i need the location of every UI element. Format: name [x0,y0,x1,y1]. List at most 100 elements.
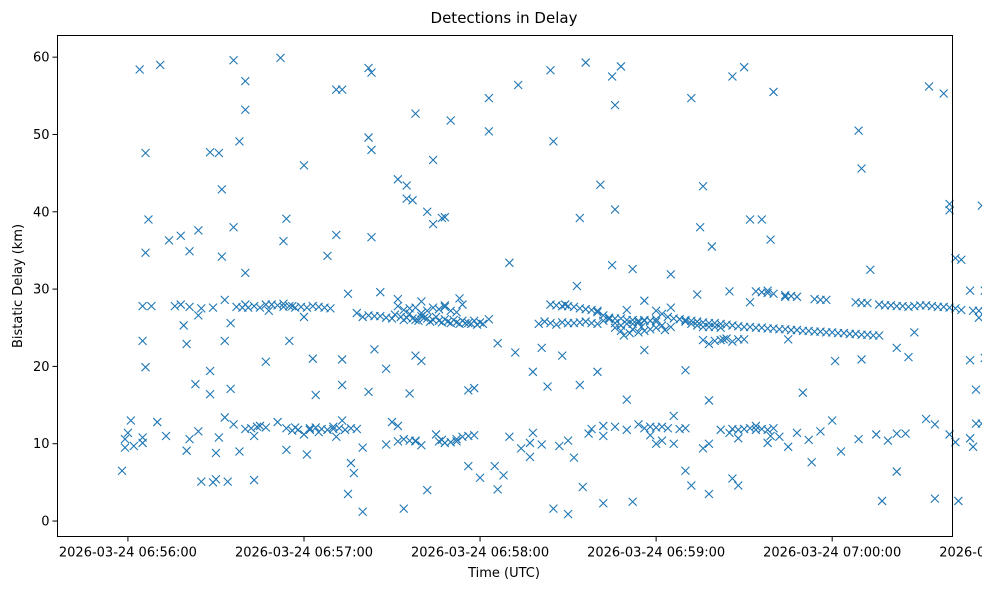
x-tick-label: 2026-03-24 06:59:00 [587,546,725,561]
data-point [634,317,643,327]
data-point [871,430,881,439]
data-point [475,473,485,483]
data-point [686,319,696,329]
data-point [452,317,461,327]
data-point [255,421,265,431]
data-point [193,310,203,320]
data-point [669,439,679,449]
data-point [422,306,432,316]
data-point [193,225,203,235]
data-point [337,416,347,425]
data-point [358,312,368,322]
data-point [284,301,294,311]
data-point [440,302,450,312]
data-point [367,232,376,242]
data-point [490,461,500,471]
data-point [367,145,376,155]
data-point [663,423,673,433]
data-point [440,212,450,222]
data-point [560,300,570,309]
data-point [704,489,714,499]
data-point [607,260,617,270]
data-point [211,448,221,458]
y-tick-label: 60 [33,51,50,66]
data-point [807,457,817,467]
data-point [381,364,391,374]
data-point [484,126,494,136]
data-point [769,423,778,433]
data-point [716,335,726,345]
data-point [725,428,734,438]
data-point [463,385,473,395]
data-point [766,431,775,441]
data-point [798,388,808,398]
data-point [223,477,233,486]
data-point [276,53,285,63]
data-point [463,318,473,328]
data-point [469,316,479,326]
data-point [387,314,397,323]
data-point [956,305,966,315]
y-axis: 0 10 20 30 40 50 60 [33,51,58,530]
x-tick-label: 2026-03-24 06:58:00 [411,546,549,561]
data-point [675,314,684,324]
data-point [704,339,714,349]
data-point [704,439,714,449]
data-point [220,413,230,422]
data-point [249,301,259,311]
data-point [733,481,743,490]
data-point [816,295,825,305]
data-point [595,180,605,190]
data-point [273,300,282,310]
data-point [549,504,558,514]
data-point [745,297,755,307]
data-point [281,423,291,433]
data-point [311,423,321,432]
data-point [763,425,773,435]
data-point [323,251,332,261]
data-point [408,314,417,323]
data-point [147,301,156,311]
data-point [331,432,341,442]
data-point [381,440,391,449]
data-point [607,72,617,81]
data-point [340,425,350,435]
data-point [493,484,503,494]
data-point [666,270,676,279]
data-point [572,281,582,291]
data-point [698,181,708,191]
data-point [229,222,238,232]
data-point [346,458,356,468]
data-point [645,430,655,440]
data-point [240,76,250,86]
data-point [367,68,376,78]
data-point [971,385,981,394]
data-point [563,509,573,519]
data-point [675,424,684,434]
data-point [264,306,274,316]
data-point [610,100,620,110]
data-point [252,422,262,432]
data-point [836,447,846,456]
data-point [739,334,749,344]
y-tick-label: 50 [33,128,50,143]
data-point [452,434,461,444]
data-point [370,345,379,354]
data-point [185,302,194,312]
data-point [120,443,130,452]
data-point [229,420,238,429]
data-point [645,324,655,334]
data-point [408,195,417,205]
data-point [598,498,608,508]
data-point [692,321,702,330]
plot-frame [57,35,953,537]
data-point [390,310,400,319]
data-point [155,60,165,70]
data-point [892,429,902,439]
data-point [393,437,403,446]
data-point [854,126,863,135]
data-point [284,336,294,346]
data-point [525,452,535,462]
data-point [437,213,447,223]
data-point [883,436,893,446]
